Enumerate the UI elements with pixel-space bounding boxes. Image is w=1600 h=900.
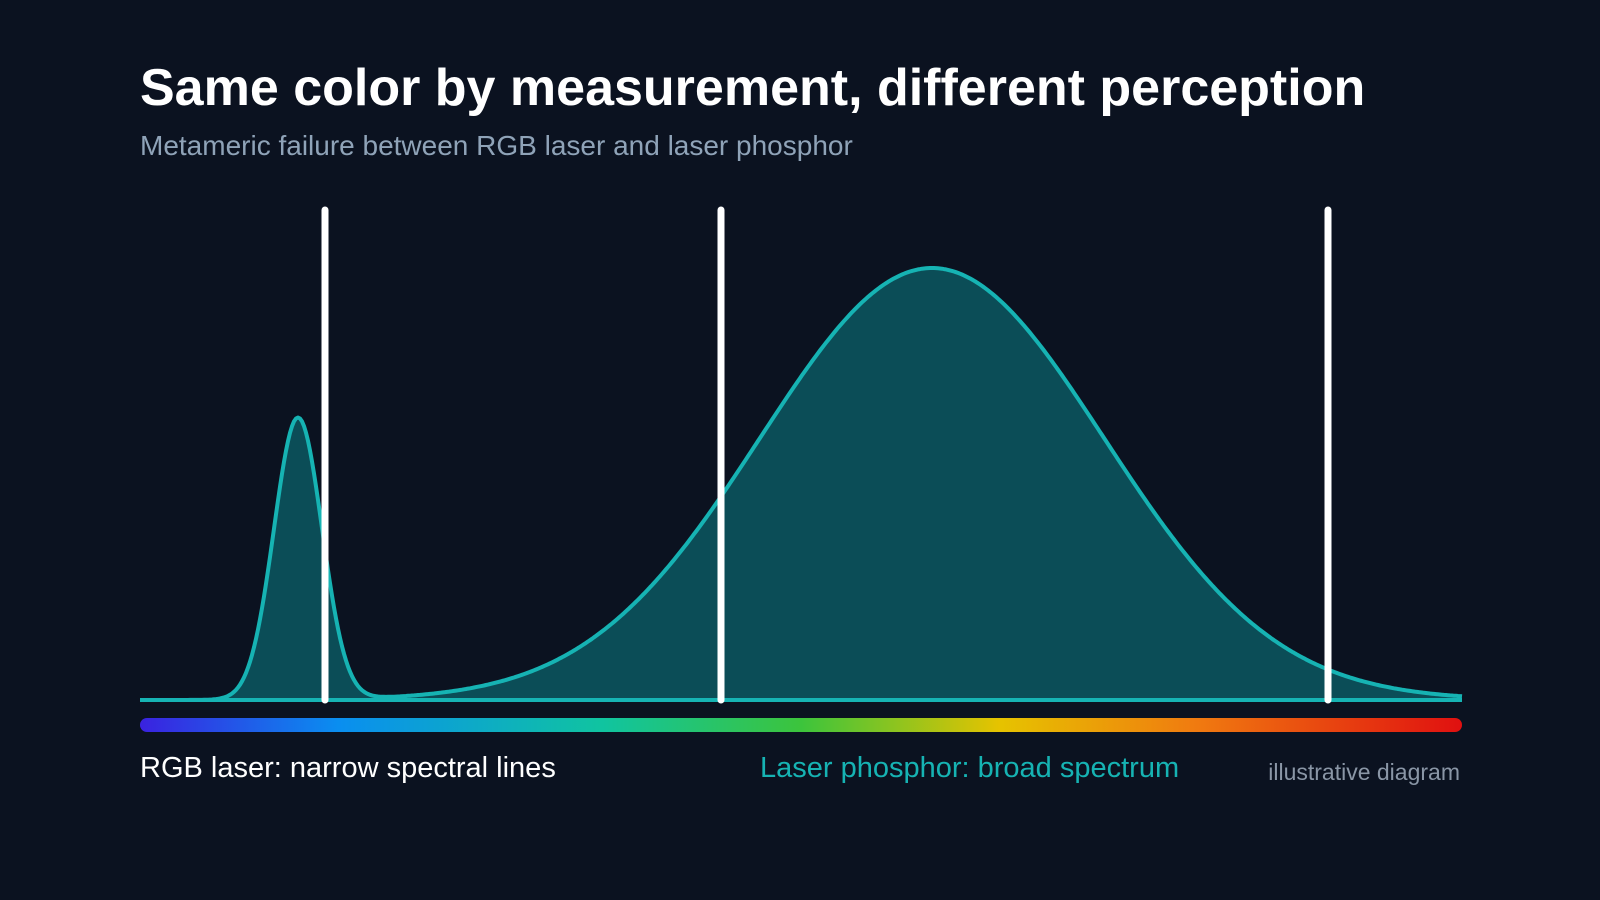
page-title: Same color by measurement, different per… — [140, 59, 1366, 117]
legend-laser-phosphor: Laser phosphor: broad spectrum — [760, 752, 1180, 784]
illustrative-note: illustrative diagram — [1268, 759, 1460, 785]
phosphor-spectrum-fill — [140, 268, 1462, 700]
page-subtitle: Metameric failure between RGB laser and … — [140, 130, 853, 161]
visible-spectrum-bar — [140, 718, 1462, 732]
legend-rgb-laser: RGB laser: narrow spectral lines — [140, 752, 556, 784]
phosphor-spectrum-curve — [140, 266, 1463, 702]
